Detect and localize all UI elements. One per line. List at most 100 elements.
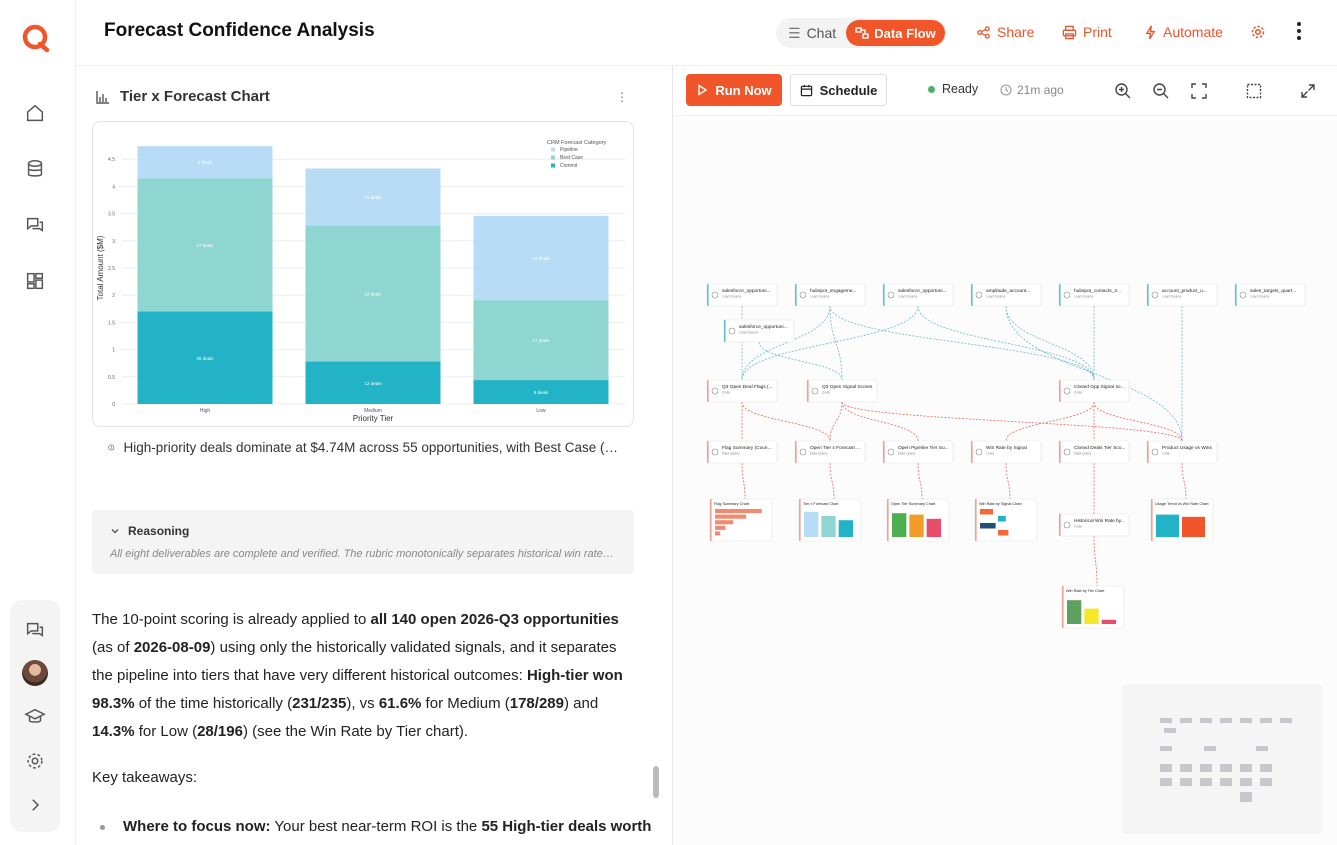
zoom-in-icon[interactable] (1114, 82, 1132, 100)
select-area-icon[interactable] (1245, 82, 1263, 100)
node-sublabel: Code (822, 391, 830, 395)
node-sublabel: Load Source (986, 295, 1005, 299)
chart-node[interactable]: Tier x Forecast Chart (798, 498, 862, 542)
node-box (706, 440, 778, 464)
node-type-icon (887, 448, 895, 456)
home-icon[interactable] (22, 100, 48, 126)
y-tick-label: 2 (112, 293, 115, 299)
y-tick-label: 1.5 (108, 320, 115, 326)
more-options-icon[interactable] (1296, 22, 1302, 44)
node-accent (807, 380, 809, 402)
source-node[interactable]: account_product_u...Load Source (1146, 283, 1218, 307)
node-box (970, 283, 1042, 307)
flow-canvas[interactable]: salesforce_opportuni... Load Source hubspo… (674, 116, 1337, 845)
source-node[interactable]: salesforce_opportuni...Load Source (723, 319, 795, 343)
x-tick-label: High (200, 408, 211, 414)
node-label: Closed Deals Tier Sco... (1074, 445, 1125, 451)
query-node[interactable]: Flag Summary (Coun...Data Query (706, 440, 778, 464)
zoom-out-icon[interactable] (1152, 82, 1170, 100)
run-now-button[interactable]: Run Now (686, 74, 782, 106)
y-tick-label: 3 (112, 239, 115, 245)
reasoning-header[interactable]: Reasoning (110, 524, 189, 538)
node-sublabel: Code (722, 391, 730, 395)
dashboard-icon[interactable] (22, 268, 48, 294)
data-flow-view-button[interactable]: Data Flow (846, 20, 945, 46)
automate-button[interactable]: Automate (1144, 24, 1223, 40)
node-label: salesforce_opportuni... (898, 288, 947, 294)
status-dot (928, 85, 935, 93)
bar-segment (305, 361, 441, 404)
messages-icon[interactable] (22, 617, 48, 643)
avatar[interactable] (22, 660, 48, 686)
node-box (1058, 379, 1130, 403)
chart-card-menu-icon[interactable]: ⋮ (616, 90, 628, 104)
expand-panel-icon[interactable] (1299, 82, 1317, 100)
node-label: Closed Opp Signal Sc... (1074, 384, 1125, 390)
node-label: sales_targets_quart... (1250, 288, 1296, 294)
legend-swatch (551, 147, 555, 152)
fit-view-icon[interactable] (1190, 82, 1208, 100)
node-label: hubspot_engageme... (810, 288, 856, 294)
flow-edge (829, 462, 835, 500)
settings-gear-icon[interactable] (22, 748, 48, 774)
node-sublabel: Load Source (1250, 295, 1269, 299)
node-box (723, 319, 795, 343)
scrollbar-thumb[interactable] (653, 766, 659, 798)
source-node[interactable]: hubspot_engageme...Load Source (794, 283, 866, 307)
expand-chevron-right-icon[interactable] (22, 792, 48, 818)
source-node[interactable]: salesforce_opportuni...Load Source (706, 283, 778, 307)
node-accent (1147, 284, 1149, 306)
schedule-button[interactable]: Schedule (790, 74, 887, 106)
mini-bar (1156, 514, 1179, 537)
mini-bar (1101, 619, 1116, 624)
app-logo-icon[interactable] (20, 22, 52, 54)
query-node[interactable]: Closed Deals Tier Sco...Data Query (1058, 440, 1130, 464)
code-node[interactable]: Closed Opp Signal Sc...Code (1058, 379, 1130, 403)
chart-caption: High-priority deals dominate at $4.74M a… (108, 440, 618, 455)
code-node[interactable]: Historical Win Rate by...Code (1058, 513, 1130, 537)
mini-bar (980, 509, 993, 515)
play-icon (698, 84, 708, 96)
node-box (706, 283, 778, 307)
code-node[interactable]: Q3 Open Deal Flags (...Code (706, 379, 778, 403)
node-sublabel: Data Query (1074, 452, 1092, 456)
bar-segment (305, 168, 441, 226)
flow-edge (741, 305, 919, 381)
text-bold: 2026-08-09 (133, 639, 211, 656)
chat-view-button[interactable]: ☰ Chat (788, 25, 836, 42)
mini-bar (926, 518, 941, 537)
source-node[interactable]: hubspot_contacts_3...Load Source (1058, 283, 1130, 307)
query-node[interactable]: Open Tier x Forecast ...Data Query (794, 440, 866, 464)
node-sublabel: Code (986, 452, 994, 456)
settings-button[interactable] (1250, 24, 1266, 40)
flow-graph[interactable]: salesforce_opportuni...Load Sourcehubspo… (674, 116, 1337, 845)
flow-edge (1005, 401, 1095, 442)
graduation-cap-icon[interactable] (22, 704, 48, 730)
share-button[interactable]: Share (976, 24, 1034, 40)
chat-bubbles-icon[interactable] (22, 212, 48, 238)
source-node[interactable]: amplitude_account...Load Source (970, 283, 1042, 307)
database-icon[interactable] (22, 156, 48, 182)
chart-node[interactable]: Usage Trend vs Win Rate Chart (1150, 498, 1214, 542)
node-label: Product Usage vs Wins (1162, 445, 1212, 451)
source-node[interactable]: salesforce_opportuni...Load Source (882, 283, 954, 307)
node-accent (971, 284, 973, 306)
minimap[interactable] (1122, 684, 1322, 834)
chart-node[interactable]: Win Rate by Tier Chart (1061, 585, 1125, 629)
node-label: account_product_u... (1162, 288, 1207, 294)
node-sublabel: Data Query (722, 452, 740, 456)
reasoning-panel[interactable]: Reasoning All eight deliverables are com… (92, 510, 634, 574)
query-node[interactable]: Open Pipeline Tier Su...Data Query (882, 440, 954, 464)
node-sublabel: Load Source (1162, 295, 1181, 299)
chart-node[interactable]: Flag Summary Chart (709, 498, 773, 542)
flow-edge (841, 401, 919, 442)
node-box (794, 283, 866, 307)
chart-node[interactable]: Win Rate by Signal Chart (974, 498, 1038, 542)
text-bold: 178/289 (509, 695, 564, 712)
print-button[interactable]: Print (1062, 24, 1112, 40)
source-node[interactable]: sales_targets_quart...Load Source (1234, 283, 1306, 307)
chart-node[interactable]: Open Tier Summary Chart (886, 498, 950, 542)
